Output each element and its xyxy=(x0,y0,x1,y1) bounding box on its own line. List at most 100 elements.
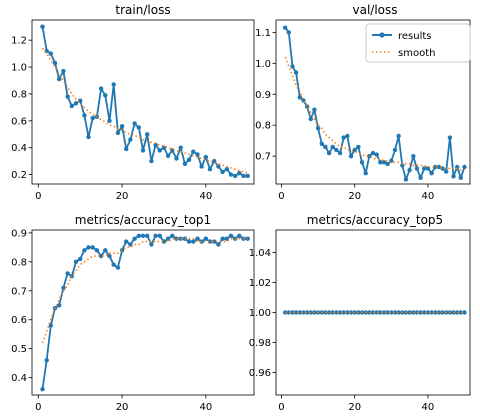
results-point xyxy=(337,150,343,156)
results-point xyxy=(462,164,467,170)
results-point xyxy=(136,125,141,130)
y-tick-label: 1.04 xyxy=(249,248,271,259)
results-point xyxy=(124,239,129,244)
results-point xyxy=(429,310,434,315)
results-point xyxy=(334,310,339,315)
results-point xyxy=(48,51,53,56)
results-point xyxy=(216,164,221,169)
results-point xyxy=(403,177,409,182)
results-point xyxy=(191,239,196,244)
results-point xyxy=(301,310,306,315)
results-point xyxy=(312,107,317,112)
x-tick-label: 0 xyxy=(35,191,41,202)
results-point xyxy=(447,135,453,140)
results-point xyxy=(297,95,302,100)
results-point xyxy=(145,132,150,137)
results-point xyxy=(381,310,387,315)
results-point xyxy=(186,157,192,162)
results-point xyxy=(61,68,66,74)
results-point xyxy=(425,310,431,315)
results-point xyxy=(319,141,324,146)
y-tick-label: 0.6 xyxy=(11,116,27,127)
results-point xyxy=(61,285,66,291)
y-tick-label: 0.7 xyxy=(11,286,27,297)
y-tick-label: 0.8 xyxy=(11,257,27,268)
results-point xyxy=(174,236,179,241)
results-point xyxy=(149,158,154,164)
results-point xyxy=(207,239,213,244)
results-point xyxy=(157,233,162,238)
legend: results smooth xyxy=(365,23,471,63)
results-point xyxy=(429,171,434,176)
results-point xyxy=(78,256,83,262)
results-line xyxy=(41,234,248,390)
results-point xyxy=(422,310,427,315)
results-point xyxy=(458,310,463,315)
results-point xyxy=(132,236,137,241)
x-tick-label: 0 xyxy=(278,402,284,413)
panel-accuracy-top1: metrics/accuracy_top1 0 20 40 0.4 0.5 0.6 0.7 0… xyxy=(11,213,255,413)
results-point xyxy=(40,24,45,29)
results-point xyxy=(378,310,383,315)
results-point xyxy=(94,248,100,253)
results-point xyxy=(111,262,116,267)
results-point xyxy=(381,160,387,165)
results-point xyxy=(334,147,339,153)
smooth-line xyxy=(284,56,465,171)
x-tick-label: 20 xyxy=(116,191,129,202)
results-point xyxy=(220,169,225,175)
plot-frame xyxy=(31,229,255,396)
results-point xyxy=(348,310,354,315)
panel-title: metrics/accuracy_top5 xyxy=(307,213,443,227)
results-point xyxy=(392,147,398,153)
results-point xyxy=(315,126,321,131)
results-line xyxy=(41,26,248,177)
y-tick-label: 0.98 xyxy=(249,338,271,349)
results-point xyxy=(69,103,75,109)
results-point xyxy=(418,310,423,315)
plot-frame xyxy=(275,19,471,185)
results-point xyxy=(203,236,208,241)
results-point xyxy=(286,30,291,35)
results-point xyxy=(414,310,420,315)
results-point xyxy=(165,153,171,158)
results-point xyxy=(290,64,295,69)
x-tick-label: 40 xyxy=(199,191,212,202)
results-point xyxy=(90,115,95,121)
results-point xyxy=(157,148,162,153)
results-point xyxy=(86,134,91,140)
results-point xyxy=(199,239,204,244)
x-tick-label: 40 xyxy=(422,191,435,202)
results-point xyxy=(326,150,332,156)
results-point xyxy=(124,146,129,152)
y-tick-label: 0.2 xyxy=(11,170,27,181)
results-point xyxy=(57,303,62,308)
panel-title: val/loss xyxy=(352,3,397,17)
results-point xyxy=(233,173,238,179)
results-point xyxy=(165,236,171,241)
results-point xyxy=(330,144,335,150)
panel-val-loss: val/loss 0 20 40 0.7 0.8 0.9 1.0 1.1 xyxy=(255,3,471,202)
results-point xyxy=(418,175,423,180)
results-point xyxy=(348,154,354,159)
results-point xyxy=(170,233,175,238)
results-point xyxy=(411,154,416,159)
results-point xyxy=(304,310,310,315)
y-tick-label: 1.2 xyxy=(11,36,27,47)
results-point xyxy=(182,161,188,166)
results-point xyxy=(224,167,229,172)
results-point xyxy=(224,236,229,241)
x-tick-label: 20 xyxy=(116,402,129,413)
results-point xyxy=(283,25,288,30)
results-point xyxy=(237,171,242,176)
results-point xyxy=(98,253,104,259)
results-point xyxy=(345,133,350,139)
results-point xyxy=(374,152,379,157)
results-point xyxy=(216,242,221,247)
results-point xyxy=(65,94,70,99)
x-tick-label: 0 xyxy=(35,402,41,413)
results-point xyxy=(341,310,346,315)
results-point xyxy=(178,236,183,241)
results-point xyxy=(436,164,442,170)
y-tick-label: 0.7 xyxy=(255,152,271,163)
